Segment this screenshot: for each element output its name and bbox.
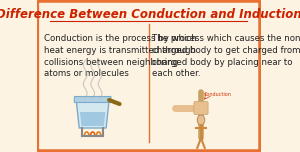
Polygon shape bbox=[76, 100, 109, 128]
Text: Conduction: Conduction bbox=[204, 92, 232, 97]
Text: Difference Between Conduction and Induction: Difference Between Conduction and Induct… bbox=[0, 9, 300, 21]
Text: The process which causes the non-
charged body to get charged from
charged body : The process which causes the non- charge… bbox=[152, 34, 300, 78]
Polygon shape bbox=[80, 112, 105, 126]
Circle shape bbox=[197, 115, 205, 125]
Text: Conduction is the process by which
heat energy is transmitted through
collisions: Conduction is the process by which heat … bbox=[44, 34, 197, 78]
FancyBboxPatch shape bbox=[38, 1, 260, 151]
FancyBboxPatch shape bbox=[74, 97, 111, 102]
FancyBboxPatch shape bbox=[194, 102, 208, 114]
